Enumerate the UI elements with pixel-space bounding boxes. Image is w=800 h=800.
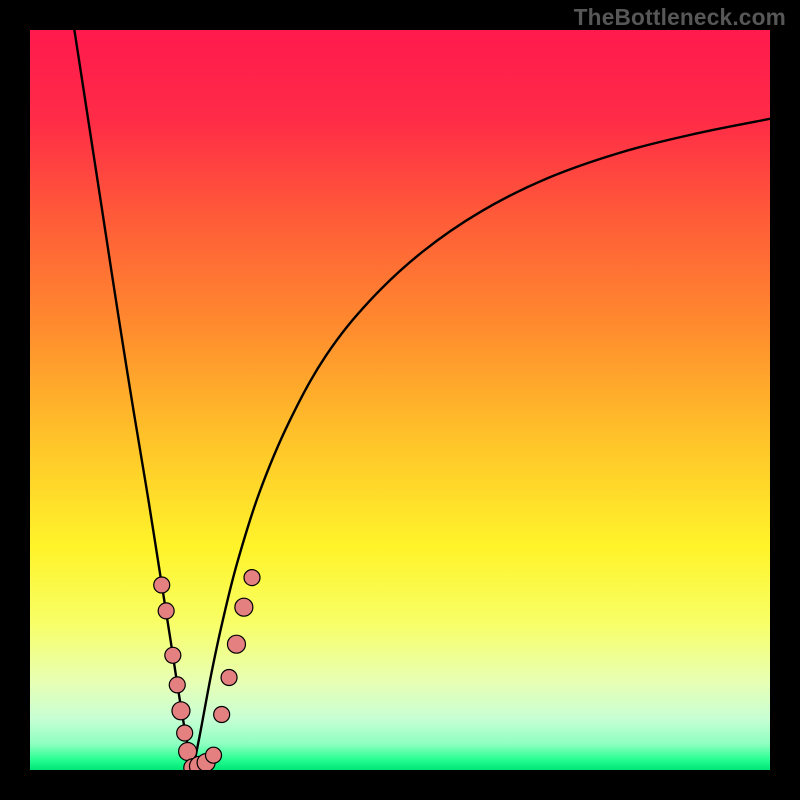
data-marker [227, 635, 245, 653]
plot-svg [30, 30, 770, 770]
data-marker [235, 598, 253, 616]
data-marker [158, 603, 174, 619]
data-marker [214, 707, 230, 723]
plot-area [30, 30, 770, 770]
watermark-text: TheBottleneck.com [574, 4, 786, 31]
data-marker [169, 677, 185, 693]
data-marker [154, 577, 170, 593]
data-marker [206, 747, 222, 763]
data-marker [244, 570, 260, 586]
data-marker [221, 670, 237, 686]
data-marker [177, 725, 193, 741]
data-marker [172, 702, 190, 720]
data-marker [165, 647, 181, 663]
chart-container: TheBottleneck.com [0, 0, 800, 800]
